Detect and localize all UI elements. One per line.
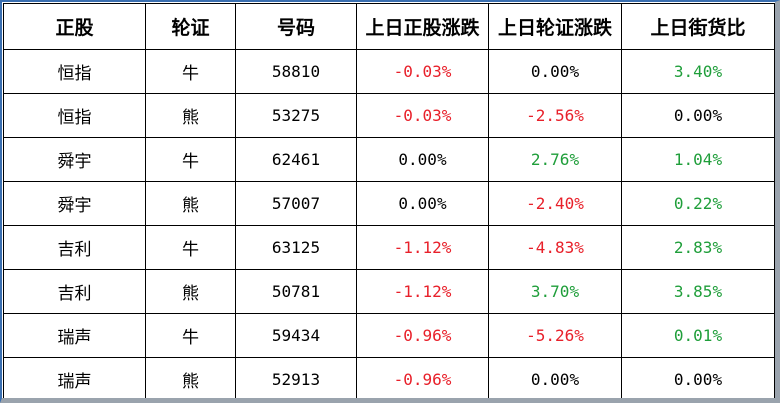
cell-street-ratio: 3.85% xyxy=(621,269,775,314)
cell-street-ratio: 2.83% xyxy=(621,225,775,270)
table-row: 舜宇牛 62461 0.00% 2.76% 1.04% xyxy=(3,137,775,182)
cell-code: 58810 xyxy=(235,49,357,94)
cell-stock: 恒指 xyxy=(3,49,146,94)
cell-stock-change: 0.00% xyxy=(356,181,489,226)
cell-warrant-change: 3.70% xyxy=(488,269,622,314)
cell-warrant-change: -5.26% xyxy=(488,313,622,358)
table-row: 吉利熊 50781 -1.12% 3.70% 3.85% xyxy=(3,269,775,314)
warrant-table: 正股 轮证 号码 上日正股涨跌 上日轮证涨跌 上日街货比 恒指牛 58810 -0.… xyxy=(3,3,775,398)
cell-street-ratio: 3.40% xyxy=(621,49,775,94)
cell-code: 52913 xyxy=(235,357,357,398)
cell-stock: 瑞声 xyxy=(3,313,146,358)
cell-street-ratio: 0.22% xyxy=(621,181,775,226)
cell-stock: 舜宇 xyxy=(3,181,146,226)
cell-code: 50781 xyxy=(235,269,357,314)
cell-code: 63125 xyxy=(235,225,357,270)
cell-stock-change: -0.96% xyxy=(356,313,489,358)
cell-stock-change: -0.03% xyxy=(356,93,489,138)
cell-stock: 瑞声 xyxy=(3,357,146,398)
table-body: 恒指牛 58810 -0.03% 0.00% 3.40% 恒指熊 53275 -0.03% -2… xyxy=(3,49,775,398)
header-code: 号码 xyxy=(235,3,357,50)
cell-warrant: 熊 xyxy=(145,269,236,314)
table-row: 恒指熊 53275 -0.03% -2.56% 0.00% xyxy=(3,93,775,138)
cell-warrant: 熊 xyxy=(145,357,236,398)
cell-warrant: 牛 xyxy=(145,137,236,182)
header-warrant: 轮证 xyxy=(145,3,236,50)
cell-code: 57007 xyxy=(235,181,357,226)
cell-code: 62461 xyxy=(235,137,357,182)
cell-stock: 舜宇 xyxy=(3,137,146,182)
table-row: 吉利牛 63125 -1.12% -4.83% 2.83% xyxy=(3,225,775,270)
cell-stock: 吉利 xyxy=(3,225,146,270)
cell-stock-change: -0.96% xyxy=(356,357,489,398)
cell-warrant: 牛 xyxy=(145,49,236,94)
cell-street-ratio: 1.04% xyxy=(621,137,775,182)
cell-warrant-change: -4.83% xyxy=(488,225,622,270)
cell-street-ratio: 0.00% xyxy=(621,93,775,138)
cell-warrant-change: 2.76% xyxy=(488,137,622,182)
cell-street-ratio: 0.00% xyxy=(621,357,775,398)
header-warrant-change: 上日轮证涨跌 xyxy=(488,3,622,50)
cell-code: 53275 xyxy=(235,93,357,138)
cell-stock: 吉利 xyxy=(3,269,146,314)
cell-stock-change: -1.12% xyxy=(356,225,489,270)
cell-warrant: 熊 xyxy=(145,181,236,226)
table-row: 瑞声熊 52913 -0.96% 0.00% 0.00% xyxy=(3,357,775,398)
cell-warrant-change: -2.40% xyxy=(488,181,622,226)
cell-stock-change: 0.00% xyxy=(356,137,489,182)
cell-warrant-change: -2.56% xyxy=(488,93,622,138)
table-row: 瑞声牛 59434 -0.96% -5.26% 0.01% xyxy=(3,313,775,358)
cell-warrant: 熊 xyxy=(145,93,236,138)
cell-street-ratio: 0.01% xyxy=(621,313,775,358)
cell-warrant-change: 0.00% xyxy=(488,49,622,94)
table-row: 舜宇熊 57007 0.00% -2.40% 0.22% xyxy=(3,181,775,226)
cell-warrant-change: 0.00% xyxy=(488,357,622,398)
header-stock-change: 上日正股涨跌 xyxy=(356,3,489,50)
cell-stock-change: -1.12% xyxy=(356,269,489,314)
header-row: 正股 轮证 号码 上日正股涨跌 上日轮证涨跌 上日街货比 xyxy=(3,3,775,50)
cell-stock: 恒指 xyxy=(3,93,146,138)
cell-code: 59434 xyxy=(235,313,357,358)
cell-warrant: 牛 xyxy=(145,225,236,270)
header-street-ratio: 上日街货比 xyxy=(621,3,775,50)
cell-stock-change: -0.03% xyxy=(356,49,489,94)
cell-warrant: 牛 xyxy=(145,313,236,358)
header-stock: 正股 xyxy=(3,3,146,50)
table-row: 恒指牛 58810 -0.03% 0.00% 3.40% xyxy=(3,49,775,94)
